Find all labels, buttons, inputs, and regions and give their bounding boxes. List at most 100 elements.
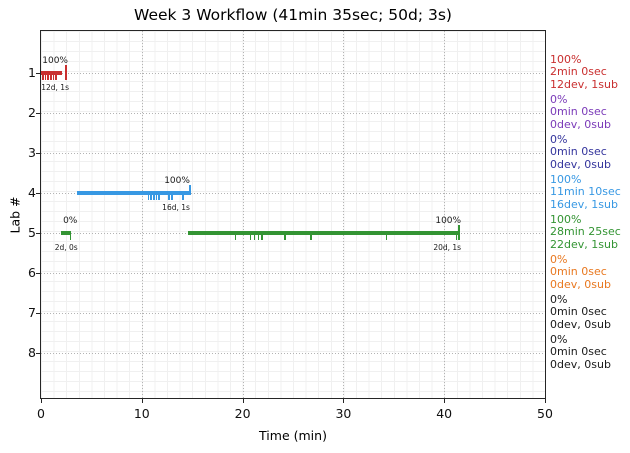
dev-event-tick <box>458 233 460 240</box>
legend-pct: 0% <box>550 293 568 306</box>
major-gridline-horizontal <box>41 273 545 274</box>
y-tick-mark <box>36 73 40 74</box>
dev-event-tick <box>44 73 47 80</box>
activity-bar-lab-5 <box>61 231 72 235</box>
x-tick-mark <box>444 399 446 403</box>
chart-title: Week 3 Workflow (41min 35sec; 50d; 3s) <box>134 6 452 24</box>
dev-event-tick <box>261 233 263 240</box>
legend-entry-lab-6: 0% 0min 0sec 0dev, 0sub <box>550 253 611 291</box>
activity-bar-lab-4 <box>77 191 190 195</box>
legend-counts: 0dev, 0sub <box>550 317 611 331</box>
y-tick-label: 5 <box>28 225 36 240</box>
legend-counts: 16dev, 1sub <box>550 197 618 211</box>
y-tick-label: 4 <box>28 185 36 200</box>
legend-time: 11min 10sec <box>550 185 621 199</box>
x-tick-label: 30 <box>335 406 352 421</box>
dev-event-tick <box>155 193 158 200</box>
major-gridline-horizontal <box>41 113 545 114</box>
x-tick-label: 10 <box>133 406 150 421</box>
detail-label: 12d, 1s <box>41 83 69 92</box>
major-gridline-horizontal <box>41 353 545 354</box>
plot-area: 100% 12d, 1s 100% 16d, 1s 0% 2d, 0s 100% 20d, 1… <box>40 30 546 399</box>
dev-event-tick <box>284 233 286 240</box>
dev-event-tick <box>52 73 55 80</box>
legend-entry-lab-8: 0% 0min 0sec 0dev, 0sub <box>550 333 611 371</box>
y-tick-mark <box>36 193 40 194</box>
legend-counts: 22dev, 1sub <box>550 237 618 251</box>
dev-event-tick <box>42 73 44 80</box>
dev-event-tick <box>65 73 67 80</box>
legend-time: 0min 0sec <box>550 345 607 359</box>
legend-counts: 0dev, 0sub <box>550 117 611 131</box>
legend-pct: 0% <box>550 253 568 266</box>
x-tick-mark <box>545 399 546 403</box>
activity-bar-lab-5 <box>188 231 460 235</box>
legend-pct: 0% <box>550 133 568 146</box>
percent-label: 0% <box>63 216 78 226</box>
y-tick-mark <box>36 153 40 154</box>
x-tick-label: 50 <box>537 406 553 421</box>
y-tick-label: 6 <box>28 265 36 280</box>
dev-event-tick <box>171 193 173 200</box>
major-gridline-horizontal <box>41 153 545 154</box>
y-tick-mark <box>36 313 40 314</box>
major-gridline-horizontal <box>41 73 545 74</box>
x-axis-label: Time (min) <box>259 428 327 443</box>
y-tick-mark <box>36 113 40 114</box>
detail-label: 16d, 1s <box>162 203 190 212</box>
y-tick-mark <box>36 273 40 274</box>
dev-event-tick <box>158 193 160 200</box>
detail-label: 2d, 0s <box>54 243 78 252</box>
submission-tick <box>188 185 191 195</box>
x-tick-label: 0 <box>37 406 45 421</box>
x-tick-mark <box>41 399 42 403</box>
legend-pct: 0% <box>550 93 568 106</box>
percent-label: 100% <box>42 56 68 66</box>
dev-event-tick <box>153 193 155 200</box>
legend-pct: 100% <box>550 173 582 186</box>
y-tick-label: 7 <box>28 305 36 320</box>
legend-pct: 100% <box>550 213 582 226</box>
legend-pct: 0% <box>550 333 568 346</box>
legend-entry-lab-2: 0% 0min 0sec 0dev, 0sub <box>550 93 611 131</box>
major-gridline-vertical <box>242 31 244 398</box>
detail-label: 20d, 1s <box>433 243 462 252</box>
dev-event-tick <box>249 233 252 240</box>
legend-counts: 12dev, 1sub <box>550 77 618 91</box>
dev-event-tick <box>47 73 49 80</box>
percent-label: 100% <box>435 216 462 226</box>
dev-event-tick <box>182 193 184 200</box>
dev-event-tick <box>253 233 256 240</box>
dev-event-tick <box>50 73 52 80</box>
legend-entry-lab-4: 100% 11min 10sec 16dev, 1sub <box>550 173 621 211</box>
legend-time: 0min 0sec <box>550 265 607 279</box>
major-gridline-vertical <box>141 31 143 398</box>
legend-time: 0min 0sec <box>550 145 607 159</box>
dev-event-tick <box>310 233 312 240</box>
submission-tick <box>65 65 68 75</box>
dev-event-tick <box>55 73 57 80</box>
y-axis-label: Lab # <box>7 196 23 234</box>
dev-event-tick <box>69 233 72 240</box>
x-tick-mark <box>141 399 143 403</box>
legend-counts: 0dev, 0sub <box>550 357 611 371</box>
dev-event-tick <box>385 233 388 240</box>
dev-event-tick <box>455 233 458 240</box>
dev-event-tick <box>150 193 152 200</box>
percent-label: 100% <box>164 176 190 186</box>
y-tick-label: 3 <box>28 145 36 160</box>
legend-pct: 100% <box>550 53 582 66</box>
y-tick-label: 1 <box>28 65 36 80</box>
dev-event-tick <box>147 193 150 200</box>
y-tick-label: 8 <box>28 345 36 360</box>
legend-entry-lab-1: 100% 2min 0sec 12dev, 1sub <box>550 53 618 91</box>
submission-tick <box>458 225 461 235</box>
legend-counts: 0dev, 0sub <box>550 277 611 291</box>
legend-time: 28min 25sec <box>550 225 621 239</box>
y-tick-mark <box>36 353 40 354</box>
major-gridline-vertical <box>444 31 446 398</box>
x-tick-label: 20 <box>234 406 251 421</box>
y-tick-mark <box>36 233 40 234</box>
x-tick-mark <box>242 399 244 403</box>
